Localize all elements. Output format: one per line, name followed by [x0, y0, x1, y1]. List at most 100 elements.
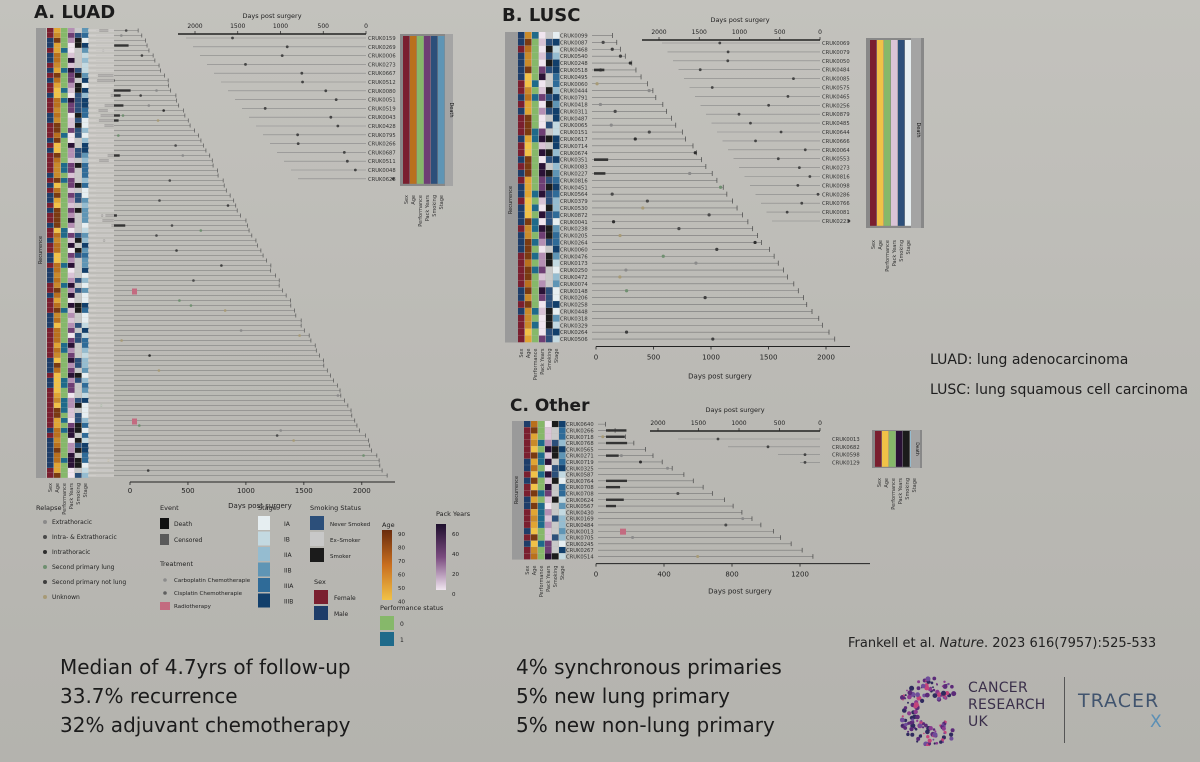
inset-patient-label: CRUK0269: [368, 45, 396, 51]
inset-patient-label: CRUK0050: [822, 59, 850, 65]
legend-age-tick: 70: [398, 559, 405, 565]
annotation-cell: [559, 433, 566, 440]
annotation-cell: [82, 233, 89, 238]
annotation-cell: [54, 308, 61, 313]
logo-dot: [924, 723, 928, 728]
side-label: Recurrence: [38, 236, 44, 264]
annotation-cell: [47, 323, 54, 328]
annotation-cell: [61, 183, 68, 188]
patient-label: CRUK0872: [560, 213, 588, 219]
patient-label: CRUK0264: [560, 240, 588, 246]
inset-relapse-marker: [345, 159, 349, 163]
patient-label: CRUK0430: [566, 510, 594, 516]
annotation-cell: [82, 78, 89, 83]
patient-label: [88, 124, 114, 127]
legend-stage-label: IIB: [284, 568, 292, 575]
annotation-column-label: Sex: [519, 348, 525, 357]
logo-dot: [916, 740, 919, 743]
annotation-cell: [545, 452, 552, 459]
annotation-cell: [546, 280, 553, 288]
patient-label: [88, 399, 114, 402]
annotation-cell: [82, 48, 89, 53]
legend-performance-label: 1: [400, 637, 404, 644]
annotation-cell: [68, 338, 75, 343]
legend-smoking-swatch: [310, 532, 324, 546]
logo-dot: [909, 727, 914, 732]
logo-dot: [926, 735, 930, 739]
annotation-cell: [75, 468, 82, 473]
inset-tick-label: 0: [364, 23, 368, 30]
patient-label: [88, 49, 114, 52]
annotation-cell: [68, 218, 75, 223]
logo-dot: [918, 734, 923, 738]
patient-label: [88, 304, 114, 307]
annotation-cell: [75, 33, 82, 38]
annotation-cell: [532, 239, 539, 246]
relapse-marker: [292, 439, 295, 442]
annotation-cell: [518, 170, 525, 177]
annotation-cell: [75, 223, 82, 228]
relapse-marker: [631, 536, 635, 540]
inset-relapse-marker: [334, 98, 338, 101]
annotation-cell: [61, 278, 68, 283]
annotation-cell: [538, 509, 545, 516]
annotation-cell: [61, 358, 68, 363]
annotation-cell: [61, 303, 68, 308]
annotation-cell: [54, 233, 61, 238]
patient-label: CRUK0227: [560, 171, 588, 177]
annotation-cell: [905, 40, 912, 226]
annotation-cell: [47, 463, 54, 468]
annotation-cell: [82, 418, 89, 423]
annotation-cell: [553, 176, 560, 184]
annotation-cell: [54, 223, 61, 228]
inset-axis-label: Days post surgery: [242, 12, 301, 20]
annotation-column-label: Sex: [48, 483, 54, 492]
patient-label: [88, 414, 114, 417]
legend-title: Stage: [258, 504, 277, 512]
annotation-cell: [61, 468, 68, 473]
annotation-cell: [75, 133, 82, 138]
relapse-marker: [124, 29, 128, 32]
logo-dot: [923, 732, 925, 735]
annotation-cell: [68, 353, 75, 358]
annotation-cell: [553, 87, 560, 94]
annotation-cell: [68, 148, 75, 153]
annotation-cell: [75, 348, 82, 353]
annotation-cell: [546, 73, 553, 81]
annotation-cell: [546, 66, 553, 74]
annotation-cell: [68, 173, 75, 178]
annotation-cell: [68, 183, 75, 188]
relapse-marker: [711, 337, 715, 341]
annotation-cell: [61, 458, 68, 463]
logo-dot: [936, 697, 941, 701]
annotation-cell: [82, 63, 89, 68]
annotation-cell: [82, 308, 89, 313]
annotation-cell: [539, 45, 546, 53]
annotation-cell: [61, 413, 68, 418]
inset-relapse-marker: [803, 453, 807, 456]
patient-label: [88, 269, 114, 272]
inset-relapse-marker: [726, 59, 730, 63]
annotation-cell: [61, 103, 68, 108]
annotation-cell: [47, 48, 54, 53]
annotation-cell: [75, 198, 82, 203]
patient-label: [88, 74, 114, 77]
annotation-column-label: Pack Years: [892, 240, 898, 267]
annotation-cell: [545, 439, 552, 446]
annotation-cell: [552, 477, 559, 484]
annotation-cell: [54, 298, 61, 303]
logo-dot: [915, 714, 920, 720]
annotation-cell: [538, 421, 545, 428]
patient-label: [88, 99, 114, 102]
annotation-cell: [47, 363, 54, 368]
annotation-cell: [75, 448, 82, 453]
annotation-cell: [524, 528, 531, 535]
annotation-cell: [82, 278, 89, 283]
annotation-cell: [531, 465, 538, 472]
logo-dot: [914, 727, 918, 731]
annotation-cell: [403, 36, 410, 184]
annotation-cell: [75, 233, 82, 238]
annotation-cell: [61, 353, 68, 358]
annotation-cell: [54, 103, 61, 108]
